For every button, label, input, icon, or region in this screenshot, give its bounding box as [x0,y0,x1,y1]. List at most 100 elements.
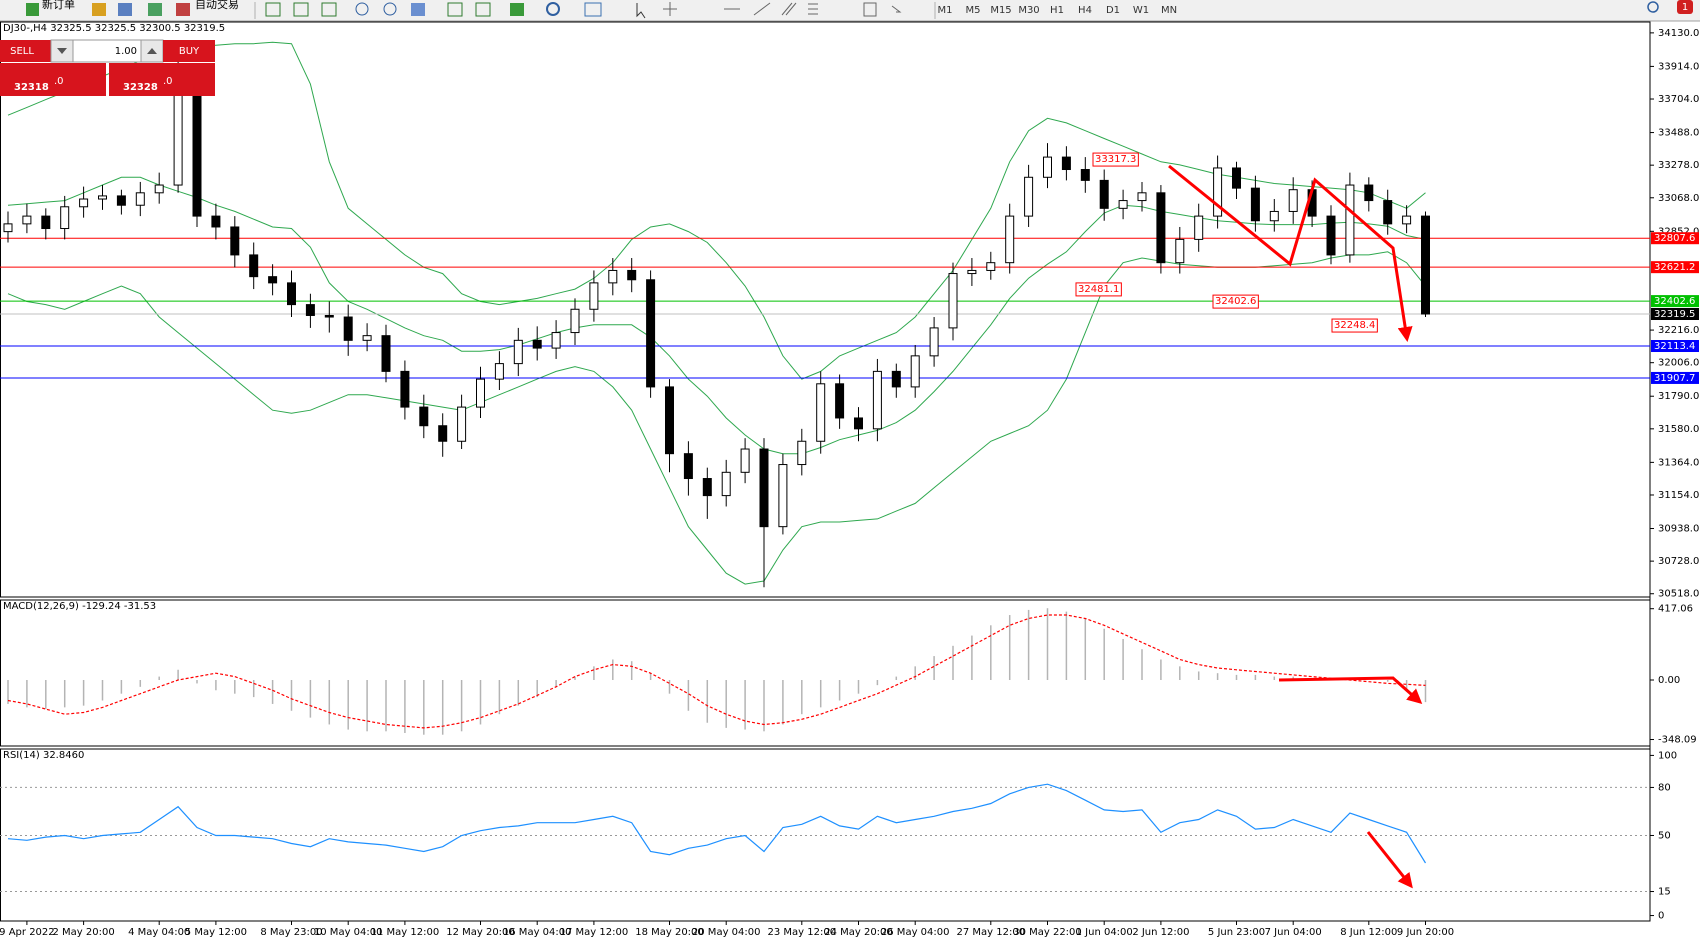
crosshair-icon[interactable] [663,2,677,16]
auto-trade-button[interactable]: 自动交易 [195,0,239,11]
indicators-icon[interactable] [510,3,524,16]
x-tick-label: 2 Jun 12:00 [1132,927,1189,938]
period-button[interactable]: H4 [1078,5,1092,16]
toolbar-icon[interactable] [118,3,132,16]
y-tick-label: 30518.0 [1658,589,1699,600]
x-tick-label: 20 May 04:00 [692,927,761,938]
period-button[interactable]: D1 [1106,5,1120,16]
candle-body [929,327,939,357]
candle-body [589,282,599,310]
candle-body [1421,215,1430,315]
channel-icon[interactable] [781,2,797,16]
candle-body [1364,184,1374,202]
buy-label[interactable]: BUY [179,46,200,57]
price-level-tag [1651,295,1699,308]
sell-price-box[interactable] [0,63,106,96]
templates-icon[interactable] [584,2,602,17]
candle-body [627,269,637,281]
shift-icon[interactable] [475,2,491,17]
bar-chart-icon[interactable] [265,2,281,17]
candle-body [343,316,353,341]
x-tick-label: 8 May 23:00 [260,927,322,938]
panel-frame [0,599,1651,747]
candle-body [551,332,561,349]
period-button[interactable]: W1 [1133,5,1149,16]
x-tick-label: 8 Jun 12:00 [1340,927,1397,938]
trendline-icon[interactable] [753,2,771,16]
sell-price-big: .0 [54,76,64,87]
candle-body [287,282,296,306]
y-tick-label: 32006.0 [1658,358,1699,369]
price-level-label: 32113.4 [1654,341,1695,352]
candle-body [513,339,523,365]
arrows-icon[interactable] [891,5,902,13]
candle-body [98,195,107,200]
price-level-label: 31907.7 [1654,373,1695,384]
macd-signal-line [7,614,1426,729]
new-order-icon[interactable] [26,3,39,16]
buy-price-big: .0 [163,76,173,87]
auto-trade-icon[interactable] [176,3,190,16]
candle-body [646,279,656,388]
x-tick-label: 16 May 04:00 [503,927,572,938]
bollinger-upper [7,41,1426,380]
tile-icon[interactable] [411,3,425,16]
candle-body [986,262,996,271]
candle-body [1250,187,1260,222]
candle-body [1061,156,1071,171]
candle-body [419,406,429,427]
y-tick-label: 33704.0 [1658,94,1699,105]
candle-body [835,383,845,419]
y-tick-label: -348.09 [1658,735,1697,746]
period-button[interactable]: M5 [966,5,981,16]
candle-body [494,363,504,380]
y-tick-label: 31580.0 [1658,424,1699,435]
scroll-icon[interactable] [447,2,463,17]
x-tick-label: 18 May 20:00 [635,927,704,938]
text-icon[interactable] [863,2,877,17]
x-tick-label: 27 May 12:00 [957,927,1026,938]
volume-value: 1.00 [115,46,137,57]
period-button[interactable]: MN [1161,5,1177,16]
panel-title: RSI(14) 32.8460 [3,750,84,761]
y-tick-label: 31154.0 [1658,490,1699,501]
price-level-label: 32402.6 [1654,296,1695,307]
candle-chart-icon[interactable] [293,2,309,17]
trade-panel: SELL 1.00 BUY 32318 .0 32328 .0 [0,39,215,96]
toolbar-icon[interactable] [148,3,162,16]
period-button[interactable]: M15 [990,5,1011,16]
notification-badge[interactable] [1677,0,1693,14]
cursor-icon[interactable] [636,3,646,19]
annotation-box [1075,282,1122,297]
periods-icon[interactable] [546,2,560,16]
period-button[interactable]: H1 [1050,5,1064,16]
zoom-out-icon[interactable] [383,2,397,16]
candle-body [872,370,882,430]
buy-button[interactable] [163,40,215,62]
candle-body [41,215,51,230]
period-button[interactable]: M30 [1018,5,1039,16]
panel-plot [7,608,1427,735]
price-level-tag [1651,232,1699,245]
buy-price: 32328 [123,82,158,93]
toolbar-icon[interactable] [92,3,106,16]
candle-body [22,215,32,225]
sell-label[interactable]: SELL [10,46,34,57]
new-order-button[interactable]: 新订单 [42,0,75,11]
candle-body [1099,179,1109,209]
search-icon[interactable] [1647,1,1659,13]
candle-body [154,184,164,194]
price-level-tag [1651,261,1699,274]
notification-count: 1 [1682,2,1688,13]
fibo-icon[interactable] [808,3,818,15]
buy-price-box[interactable] [109,63,215,96]
period-button[interactable]: M1 [938,5,953,16]
candle-body [1269,210,1279,222]
candle-body [1232,167,1241,189]
candle-body [362,335,372,341]
line-chart-icon[interactable] [321,2,337,17]
y-tick-label: 15 [1658,887,1671,898]
sell-button[interactable] [0,40,51,62]
candle-body [608,269,618,284]
zoom-in-icon[interactable] [355,2,369,16]
